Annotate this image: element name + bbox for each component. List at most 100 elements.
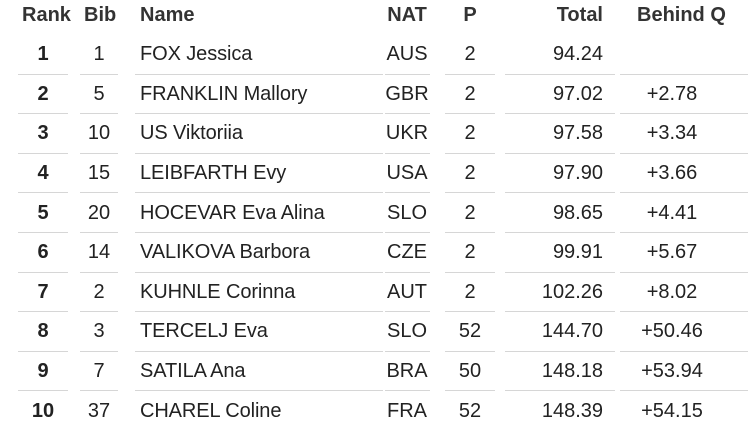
athlete-name: VALIKOVA Barbora	[140, 241, 310, 264]
behind-q: +3.66	[646, 162, 698, 185]
row-divider	[385, 231, 430, 233]
behind-q: +50.46	[641, 320, 703, 343]
row-divider	[505, 113, 615, 115]
penalty-cell: 52	[458, 320, 482, 343]
row-divider	[80, 113, 118, 115]
athlete-name: SATILA Ana	[140, 360, 246, 383]
penalty-cell: 52	[458, 399, 482, 422]
row-divider	[18, 192, 68, 194]
total-time: 148.18	[541, 360, 603, 383]
row-divider	[80, 271, 118, 273]
row-divider	[80, 311, 118, 313]
penalty-cell: 2	[464, 162, 476, 185]
penalty-cell: 2	[464, 280, 476, 303]
row-divider	[18, 311, 68, 313]
row-divider	[18, 390, 68, 392]
row-divider	[620, 271, 748, 273]
rank-cell: 10	[31, 399, 55, 422]
bib-cell: 15	[87, 162, 111, 185]
behind-q: +53.94	[641, 360, 703, 383]
row-divider	[135, 311, 383, 313]
row-divider	[135, 390, 383, 392]
behind-q: +3.34	[646, 122, 698, 145]
penalty-cell: 2	[464, 201, 476, 224]
table-row[interactable]: 7 2 KUHNLE Corinna AUT 2 102.26 +8.02	[0, 273, 750, 313]
bib-cell: 10	[87, 122, 111, 145]
penalty-cell: 50	[458, 360, 482, 383]
nation-code: SLO	[386, 320, 428, 343]
row-divider	[445, 231, 495, 233]
row-divider	[385, 73, 430, 75]
table-row[interactable]: 5 20 HOCEVAR Eva Alina SLO 2 98.65 +4.41	[0, 193, 750, 233]
row-divider	[445, 113, 495, 115]
row-divider	[18, 113, 68, 115]
table-header: Rank Bib Name NAT P Total Behind Q	[0, 0, 750, 30]
row-divider	[505, 311, 615, 313]
table-row[interactable]: 8 3 TERCELJ Eva SLO 52 144.70 +50.46	[0, 312, 750, 352]
header-behind[interactable]: Behind Q	[637, 3, 726, 26]
behind-q: +4.41	[646, 201, 698, 224]
row-divider	[135, 271, 383, 273]
header-nat[interactable]: NAT	[387, 3, 427, 26]
row-divider	[135, 192, 383, 194]
athlete-name: FOX Jessica	[140, 43, 253, 66]
row-divider	[80, 192, 118, 194]
header-bib[interactable]: Bib	[84, 3, 117, 26]
row-divider	[80, 231, 118, 233]
row-divider	[385, 390, 430, 392]
nation-code: BRA	[386, 360, 428, 383]
row-divider	[18, 350, 68, 352]
table-row[interactable]: 9 7 SATILA Ana BRA 50 148.18 +53.94	[0, 352, 750, 392]
row-divider	[505, 231, 615, 233]
header-rank[interactable]: Rank	[22, 3, 71, 26]
bib-cell: 14	[87, 241, 111, 264]
athlete-name: KUHNLE Corinna	[140, 280, 296, 303]
header-name[interactable]: Name	[140, 3, 195, 26]
table-row[interactable]: 4 15 LEIBFARTH Evy USA 2 97.90 +3.66	[0, 154, 750, 194]
row-divider	[505, 192, 615, 194]
bib-cell: 3	[93, 320, 105, 343]
row-divider	[505, 350, 615, 352]
bib-cell: 37	[87, 399, 111, 422]
row-divider	[135, 350, 383, 352]
rank-cell: 6	[37, 241, 49, 264]
behind-q: +54.15	[641, 399, 703, 422]
row-divider	[620, 73, 748, 75]
table-row[interactable]: 10 37 CHAREL Coline FRA 52 148.39 +54.15	[0, 391, 750, 431]
rank-cell: 3	[37, 122, 49, 145]
row-divider	[385, 192, 430, 194]
rank-cell: 5	[37, 201, 49, 224]
rank-cell: 2	[37, 82, 49, 105]
row-divider	[80, 152, 118, 154]
row-divider	[18, 271, 68, 273]
table-row[interactable]: 2 5 FRANKLIN Mallory GBR 2 97.02 +2.78	[0, 75, 750, 115]
table-row[interactable]: 3 10 US Viktoriia UKR 2 97.58 +3.34	[0, 114, 750, 154]
penalty-cell: 2	[464, 82, 476, 105]
header-p[interactable]: P	[463, 3, 477, 26]
row-divider	[505, 152, 615, 154]
row-divider	[80, 73, 118, 75]
row-divider	[135, 113, 383, 115]
row-divider	[445, 73, 495, 75]
nation-code: UKR	[385, 122, 429, 145]
rank-cell: 8	[37, 320, 49, 343]
rank-cell: 1	[37, 43, 49, 66]
athlete-name: LEIBFARTH Evy	[140, 162, 287, 185]
athlete-name: US Viktoriia	[140, 122, 243, 145]
total-time: 102.26	[541, 280, 603, 303]
row-divider	[620, 311, 748, 313]
nation-code: AUS	[386, 43, 428, 66]
row-divider	[505, 73, 615, 75]
row-divider	[445, 311, 495, 313]
penalty-cell: 2	[464, 43, 476, 66]
behind-q: +8.02	[646, 280, 698, 303]
table-row[interactable]: 6 14 VALIKOVA Barbora CZE 2 99.91 +5.67	[0, 233, 750, 273]
nation-code: SLO	[386, 201, 428, 224]
row-divider	[135, 152, 383, 154]
row-divider	[385, 113, 430, 115]
table-row[interactable]: 1 1 FOX Jessica AUS 2 94.24	[0, 35, 750, 75]
row-divider	[135, 73, 383, 75]
rank-cell: 9	[37, 360, 49, 383]
header-total[interactable]: Total	[556, 3, 603, 26]
